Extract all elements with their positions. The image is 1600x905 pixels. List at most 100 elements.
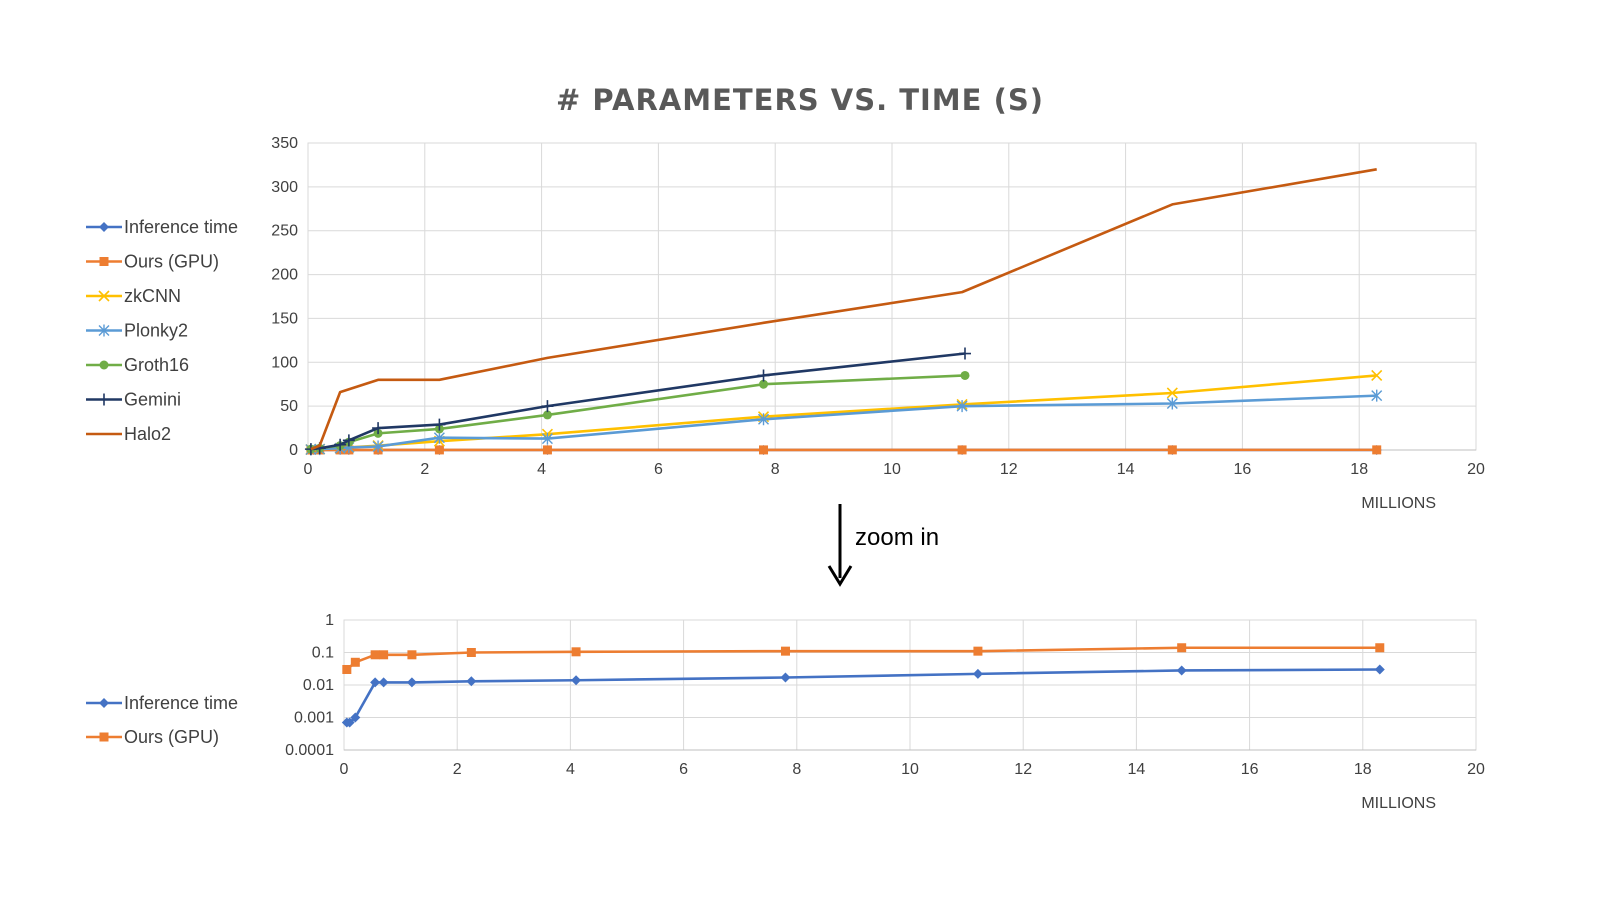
x-tick-label: 18 xyxy=(1354,761,1372,778)
x-tick-label: 4 xyxy=(537,461,546,478)
series-line-plonky2 xyxy=(311,396,1377,450)
x-tick-label: 12 xyxy=(1000,461,1018,478)
data-point-ours-gpu xyxy=(543,445,552,454)
y-tick-label: 150 xyxy=(271,310,298,327)
legend-label: Inference time xyxy=(124,217,238,237)
x-tick-label: 18 xyxy=(1350,461,1368,478)
legend-item-zkcnn: zkCNN xyxy=(86,286,181,306)
series-plonky2 xyxy=(306,390,1382,456)
data-point-ours-gpu xyxy=(973,647,982,656)
x-tick-label: 16 xyxy=(1234,461,1252,478)
legend-label: zkCNN xyxy=(124,286,181,306)
legend-swatch-marker xyxy=(100,361,109,370)
legend-item-ours-gpu: Ours (GPU) xyxy=(86,727,219,747)
legend-label: Halo2 xyxy=(124,424,171,444)
y-tick-label: 100 xyxy=(271,354,298,371)
legend-swatch-marker xyxy=(98,394,110,406)
series-inference-time xyxy=(342,664,1385,727)
series-zkcnn xyxy=(306,370,1382,454)
legend-swatch-marker xyxy=(99,222,109,232)
y-tick-label: 0.0001 xyxy=(285,742,334,759)
data-point-ours-gpu xyxy=(342,665,351,674)
x-tick-label: 2 xyxy=(453,761,462,778)
x-tick-label: 4 xyxy=(566,761,575,778)
data-point-inference-time xyxy=(571,675,581,685)
data-point-gemini xyxy=(541,400,553,412)
data-point-ours-gpu xyxy=(1375,643,1384,652)
y-tick-label: 300 xyxy=(271,179,298,196)
legend-label: Gemini xyxy=(124,390,181,410)
x-tick-label: 14 xyxy=(1117,461,1135,478)
y-tick-label: 350 xyxy=(271,135,298,152)
y-tick-label: 0.001 xyxy=(294,710,334,727)
data-point-gemini xyxy=(758,369,770,381)
x-tick-label: 10 xyxy=(883,461,901,478)
series-line-ours-gpu xyxy=(347,648,1380,670)
data-point-groth16 xyxy=(961,371,970,380)
legend-item-inference-time: Inference time xyxy=(86,217,238,237)
bottom-gridlines xyxy=(344,620,1476,750)
y-tick-label: 0 xyxy=(289,442,298,459)
data-point-inference-time xyxy=(973,669,983,679)
data-point-inference-time xyxy=(1375,664,1385,674)
data-point-ours-gpu xyxy=(1372,445,1381,454)
legend-label: Groth16 xyxy=(124,355,189,375)
data-point-ours-gpu xyxy=(379,650,388,659)
y-tick-label: 50 xyxy=(280,398,298,415)
top-y-ticks: 0 50 100 150 200 250 300 350 xyxy=(271,135,298,459)
top-gridlines xyxy=(308,143,1476,450)
x-tick-label: 20 xyxy=(1467,761,1485,778)
x-tick-label: 10 xyxy=(901,761,919,778)
data-point-ours-gpu xyxy=(351,658,360,667)
data-point-inference-time xyxy=(780,673,790,683)
y-tick-label: 0.01 xyxy=(303,677,334,694)
series-line-inference-time xyxy=(347,669,1380,722)
data-point-inference-time xyxy=(379,677,389,687)
data-point-ours-gpu xyxy=(1177,643,1186,652)
x-tick-label: 6 xyxy=(654,461,663,478)
legend-label: Ours (GPU) xyxy=(124,727,219,747)
data-point-ours-gpu xyxy=(781,647,790,656)
legend-swatch-marker xyxy=(99,698,109,708)
x-tick-label: 6 xyxy=(679,761,688,778)
x-tick-label: 12 xyxy=(1014,761,1032,778)
x-tick-label: 0 xyxy=(304,461,313,478)
zoom-label: zoom in xyxy=(855,524,939,551)
top-legend: Inference time Ours (GPU) zkCNN Plonky2 Grot… xyxy=(86,217,238,444)
bottom-y-ticks: 1 0.1 0.01 0.001 0.0001 xyxy=(285,612,334,759)
top-x-units-label: MILLIONS xyxy=(1361,495,1436,512)
data-point-ours-gpu xyxy=(407,650,416,659)
data-point-inference-time xyxy=(407,677,417,687)
x-tick-label: 20 xyxy=(1467,461,1485,478)
data-point-ours-gpu xyxy=(371,650,380,659)
top-series xyxy=(305,169,1382,455)
legend-item-gemini: Gemini xyxy=(86,390,181,410)
legend-item-plonky2: Plonky2 xyxy=(86,321,188,341)
x-tick-label: 8 xyxy=(792,761,801,778)
data-point-ours-gpu xyxy=(435,445,444,454)
data-point-ours-gpu xyxy=(572,647,581,656)
series-ours-gpu xyxy=(306,445,1381,454)
bottom-x-units-label: MILLIONS xyxy=(1361,795,1436,812)
data-point-gemini xyxy=(959,348,971,360)
y-tick-label: 1 xyxy=(325,612,334,629)
y-tick-label: 0.1 xyxy=(312,645,334,662)
chart-title: # PARAMETERS VS. TIME (S) xyxy=(556,83,1044,117)
legend-swatch-marker xyxy=(100,257,109,266)
legend-item-halo2: Halo2 xyxy=(86,424,171,444)
legend-label: Plonky2 xyxy=(124,321,188,341)
legend-label: Inference time xyxy=(124,693,238,713)
legend-label: Ours (GPU) xyxy=(124,252,219,272)
y-tick-label: 250 xyxy=(271,223,298,240)
x-tick-label: 16 xyxy=(1241,761,1259,778)
x-tick-label: 8 xyxy=(771,461,780,478)
data-point-ours-gpu xyxy=(1168,445,1177,454)
data-point-ours-gpu xyxy=(759,445,768,454)
y-tick-label: 200 xyxy=(271,267,298,284)
x-tick-label: 14 xyxy=(1128,761,1146,778)
